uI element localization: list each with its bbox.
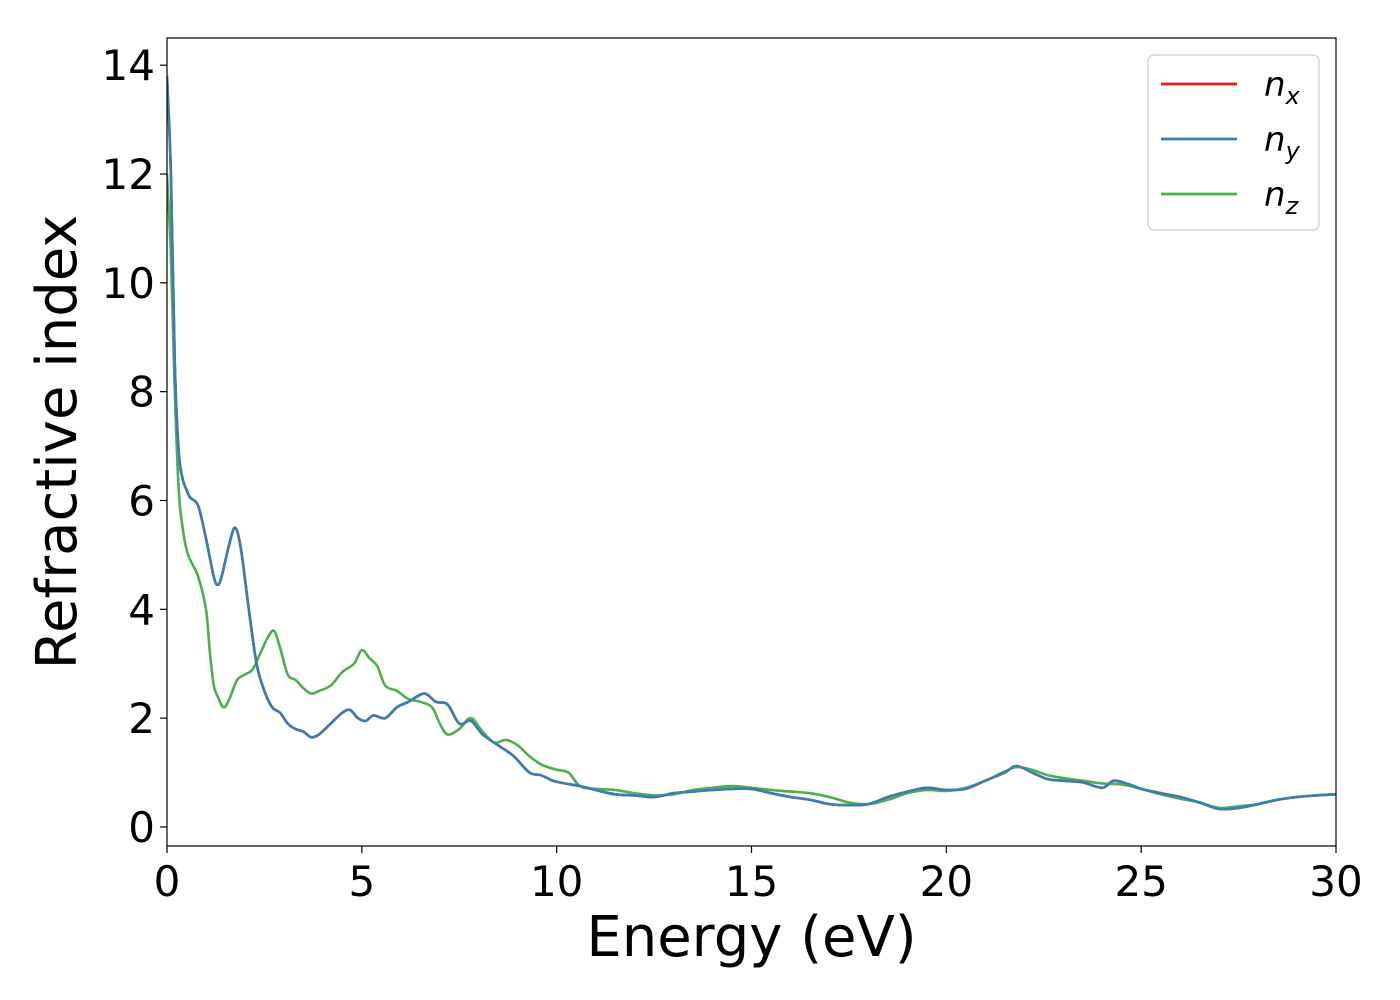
legend-label-y: ny — [1264, 120, 1301, 165]
legend-label-subscript: x — [1285, 82, 1301, 110]
series-line-z — [167, 173, 1336, 810]
legend-label-subscript: z — [1285, 192, 1300, 220]
legend-label-x: nx — [1264, 65, 1301, 110]
series-layer — [167, 76, 1336, 811]
ticks-layer: 0 5 10 15 20 25 30 0 2 4 6 8 10 12 14 — [102, 41, 1363, 906]
y-tick-label: 8 — [128, 368, 155, 417]
series-line-y — [167, 76, 1336, 811]
y-tick-label: 12 — [102, 150, 155, 199]
x-tick-label: 10 — [530, 857, 583, 906]
legend-box — [1147, 54, 1320, 231]
x-tick-label: 15 — [725, 857, 778, 906]
y-tick-label: 6 — [128, 476, 155, 525]
y-tick-label: 14 — [102, 41, 155, 90]
x-tick-label: 0 — [154, 857, 181, 906]
legend-label-base: n — [1264, 120, 1286, 160]
legend-label-base: n — [1264, 175, 1286, 215]
y-tick-label: 2 — [128, 694, 155, 743]
x-axis-label: Energy (eV) — [586, 905, 916, 970]
x-tick-label: 25 — [1114, 857, 1167, 906]
legend-label-base: n — [1264, 65, 1286, 105]
plot-frame — [166, 37, 1337, 847]
y-axis-label: Refractive index — [25, 215, 90, 670]
legend-label-subscript: y — [1285, 137, 1301, 165]
legend-label-z: nz — [1264, 175, 1300, 220]
y-tick-label: 0 — [128, 803, 155, 852]
x-tick-label: 20 — [920, 857, 973, 906]
x-tick-label: 5 — [348, 857, 375, 906]
x-tick-label: 30 — [1309, 857, 1362, 906]
y-tick-label: 10 — [102, 259, 155, 308]
y-tick-label: 4 — [128, 585, 155, 634]
